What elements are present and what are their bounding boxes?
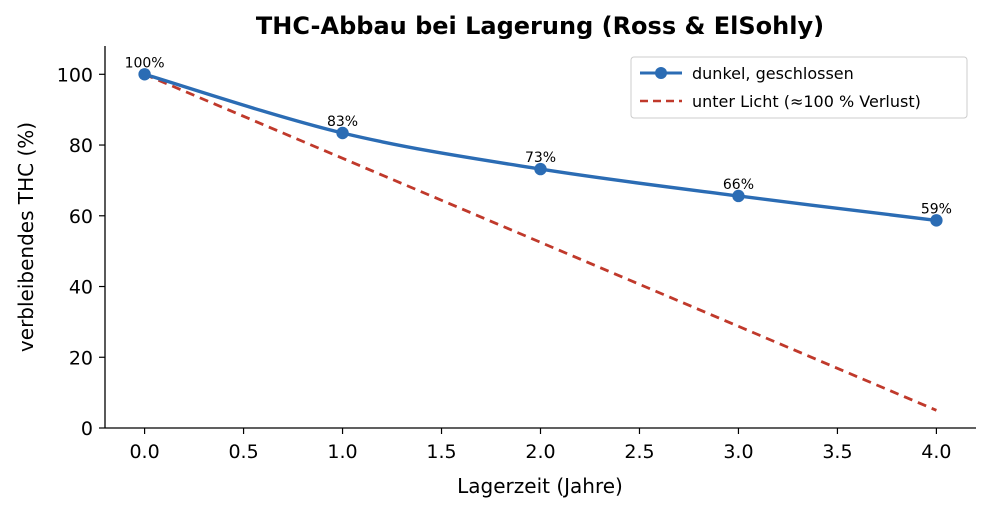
x-tick-label: 2.5: [624, 441, 654, 463]
data-point: [138, 68, 151, 81]
data-labels: 100% 83% 73% 66% 59%: [125, 55, 952, 217]
y-tick-label: 100: [57, 64, 93, 86]
y-tick-label: 20: [69, 347, 93, 369]
plot-series: [138, 68, 943, 412]
y-axis-label: verbleibendes THC (%): [14, 122, 38, 352]
x-tick-label: 3.5: [822, 441, 852, 463]
legend-label-light: unter Licht (≈100 % Verlust): [692, 92, 921, 111]
x-tick-label: 0.5: [228, 441, 258, 463]
chart-title: THC-Abbau bei Lagerung (Ross & ElSohly): [256, 12, 824, 40]
legend-marker-dark: [655, 67, 667, 79]
data-label: 83%: [327, 114, 358, 130]
y-tick-label: 0: [81, 418, 93, 440]
legend: dunkel, geschlossen unter Licht (≈100 % …: [630, 56, 968, 119]
x-tick-label: 1.5: [426, 441, 456, 463]
data-point: [534, 162, 547, 176]
legend-label-dark: dunkel, geschlossen: [692, 64, 854, 83]
x-axis-label: Lagerzeit (Jahre): [457, 474, 623, 498]
data-label: 100%: [125, 55, 165, 71]
x-tick-label: 3.0: [723, 441, 753, 463]
x-tick-label: 2.0: [525, 441, 555, 463]
data-point: [336, 126, 349, 140]
x-ticks: 0.0 0.5 1.0 1.5 2.0 2.5 3.0 3.5 4.0: [129, 428, 952, 463]
y-tick-label: 60: [69, 206, 93, 228]
legend-box: [630, 56, 968, 119]
data-point: [930, 214, 943, 227]
x-tick-label: 1.0: [327, 441, 357, 463]
y-tick-label: 40: [69, 277, 93, 299]
data-label: 73%: [525, 150, 556, 166]
data-label: 59%: [921, 201, 952, 217]
data-label: 66%: [723, 177, 754, 193]
x-tick-label: 0.0: [129, 441, 159, 463]
series-line-light: [144, 73, 937, 412]
data-point: [732, 189, 745, 203]
y-ticks: 0 20 40 60 80 100: [57, 64, 105, 440]
y-tick-label: 80: [69, 135, 93, 157]
x-tick-label: 4.0: [921, 441, 951, 463]
